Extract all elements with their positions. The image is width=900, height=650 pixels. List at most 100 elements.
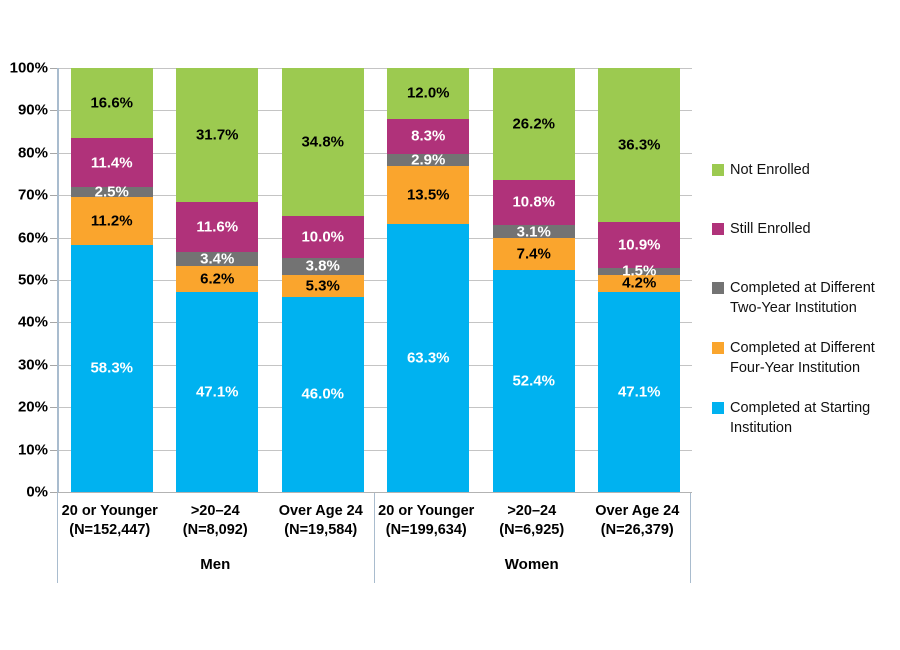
- y-tick-label: 10%: [17, 441, 48, 459]
- y-axis-tick: [50, 152, 57, 154]
- bar-segment: 3.4%: [176, 250, 259, 268]
- category-label-line1: 20 or Younger: [61, 503, 158, 519]
- legend-swatch: [712, 223, 724, 235]
- y-tick-label: 90%: [17, 101, 48, 119]
- bar-segment: 31.7%: [176, 68, 259, 203]
- y-axis-tick: [50, 280, 57, 281]
- segment-value-label: 52.4%: [512, 372, 556, 390]
- gridline: [59, 110, 692, 112]
- legend-label: Completed at Starting Institution: [730, 400, 871, 436]
- y-tick-label: 80%: [17, 144, 48, 162]
- bar-segment: 63.3%: [387, 223, 470, 492]
- bar-segment: 58.3%: [70, 244, 153, 492]
- segment-value-label: 63.3%: [406, 349, 450, 367]
- category-label-line1: >20–24: [190, 503, 240, 519]
- bar-segment: 52.4%: [492, 269, 575, 492]
- y-tick-label: 60%: [17, 229, 48, 247]
- group-label: Women: [504, 556, 559, 573]
- category-label: >20–24 (N=8,092): [163, 502, 269, 540]
- bar-segment: 8.3%: [387, 118, 470, 155]
- segment-value-label: 8.3%: [411, 127, 446, 145]
- segment-value-label: 3.4%: [200, 250, 235, 268]
- y-tick-label: 20%: [17, 398, 48, 416]
- category-label-line2: (N=26,379): [600, 522, 674, 538]
- axis-divider-line: [57, 493, 58, 583]
- category-label: 20 or Younger (N=199,634): [374, 502, 480, 540]
- y-tick-label: 40%: [17, 313, 48, 331]
- bar-segment: 36.3%: [598, 68, 681, 222]
- gridline: [59, 237, 692, 239]
- plot-area: 58.3% 11.2% 2.5% 11.4% 16.6% 47.1% 6.2% 3.4% 11.…: [57, 68, 692, 493]
- segment-value-label: 2.5%: [94, 183, 129, 201]
- bar-segment: 4.2%: [598, 274, 681, 293]
- bar: 63.3% 13.5% 2.9% 8.3% 12.0%: [387, 68, 470, 492]
- gridline: [59, 195, 692, 197]
- bar-segment: 1.5%: [598, 264, 681, 279]
- segment-value-label: 2.9%: [411, 151, 446, 169]
- segment-value-label: 47.1%: [617, 383, 661, 401]
- bar-segment: 10.8%: [492, 179, 575, 226]
- gridline: [59, 152, 692, 154]
- category-label-line2: (N=19,584): [284, 522, 358, 538]
- category-label-line1: Over Age 24: [278, 503, 363, 519]
- gridline: [59, 322, 692, 324]
- bar-segment: 47.1%: [176, 292, 259, 492]
- bar-segment: 3.8%: [281, 257, 364, 275]
- segment-value-label: 5.3%: [305, 277, 340, 295]
- legend-label: Still Enrolled: [730, 221, 811, 237]
- y-axis-tick: [50, 364, 57, 366]
- bar: 52.4% 7.4% 3.1% 10.8% 26.2%: [492, 68, 575, 492]
- gridline: [59, 407, 692, 409]
- category-label-line2: (N=199,634): [385, 522, 467, 538]
- legend-swatch: [712, 402, 724, 414]
- bar-segment: 5.3%: [281, 274, 364, 297]
- segment-value-label: 34.8%: [301, 133, 345, 151]
- legend-label: Completed at Different Two-Year Institut…: [730, 280, 875, 316]
- bar-segment: 2.5%: [70, 183, 153, 201]
- bar-segment: 11.2%: [70, 197, 153, 245]
- category-label: Over Age 24 (N=19,584): [268, 502, 374, 540]
- bar-segment: 46.0%: [281, 296, 364, 492]
- gridline: [59, 280, 692, 281]
- legend-swatch: [712, 342, 724, 354]
- bar-segment: 6.2%: [176, 266, 259, 293]
- bar-segment: 47.1%: [598, 292, 681, 492]
- segment-value-label: 12.0%: [406, 84, 450, 102]
- bar-segment: 7.4%: [492, 238, 575, 270]
- segment-value-label: 47.1%: [195, 383, 239, 401]
- bar-segment: 12.0%: [387, 68, 470, 119]
- legend-label: Not Enrolled: [730, 162, 810, 178]
- bar: 58.3% 11.2% 2.5% 11.4% 16.6%: [70, 68, 153, 492]
- y-tick-label: 100%: [9, 59, 48, 77]
- segment-value-label: 16.6%: [90, 94, 134, 112]
- segment-value-label: 4.2%: [622, 274, 657, 292]
- category-label: 20 or Younger (N=152,447): [57, 502, 163, 540]
- bar-segment: 26.2%: [492, 68, 575, 180]
- segment-value-label: 11.2%: [90, 212, 133, 230]
- segment-value-label: 3.8%: [305, 257, 340, 275]
- bar-segment: 10.0%: [281, 216, 364, 259]
- segment-value-label: 10.0%: [301, 228, 345, 246]
- y-axis-tick: [50, 110, 57, 112]
- segment-value-label: 3.1%: [516, 223, 551, 241]
- segment-value-label: 10.8%: [512, 193, 556, 211]
- y-axis-tick: [50, 195, 57, 197]
- bar-segment: 34.8%: [281, 68, 364, 216]
- axis-divider-line: [690, 493, 691, 583]
- category-label-line1: 20 or Younger: [378, 503, 475, 519]
- segment-value-label: 58.3%: [90, 359, 134, 377]
- segment-value-label: 36.3%: [617, 136, 661, 154]
- axis-divider-line: [373, 493, 375, 583]
- y-tick-label: 50%: [17, 271, 48, 289]
- segment-value-label: 13.5%: [406, 186, 450, 204]
- category-label-line1: >20–24: [507, 503, 557, 519]
- segment-value-label: 11.6%: [196, 218, 239, 236]
- segment-value-label: 26.2%: [512, 115, 556, 133]
- gridline: [59, 449, 692, 451]
- bar-segment: 10.9%: [598, 221, 681, 269]
- legend-swatch: [712, 164, 724, 176]
- segment-value-label: 11.4%: [90, 154, 133, 172]
- bar: 47.1% 4.2% 1.5% 10.9% 36.3%: [598, 68, 681, 492]
- y-axis-tick: [50, 492, 57, 493]
